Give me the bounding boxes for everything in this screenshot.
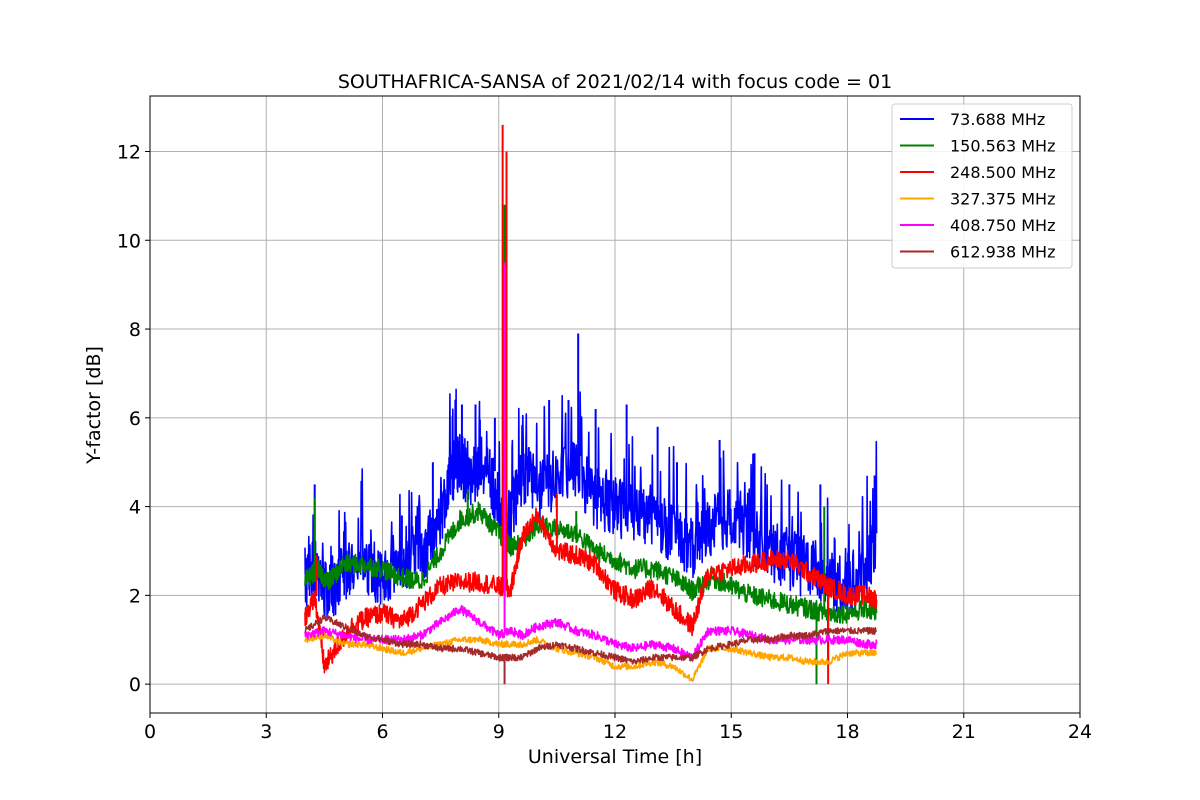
x-tick-label: 15 [719, 721, 743, 743]
y-tick-label: 12 [117, 141, 141, 163]
y-tick-label: 0 [129, 674, 141, 696]
series-line [304, 501, 878, 624]
x-tick-label: 0 [144, 721, 156, 743]
y-tick-label: 2 [129, 585, 141, 607]
series-line [304, 614, 878, 665]
y-tick-label: 10 [117, 230, 141, 252]
x-tick-label: 9 [493, 721, 505, 743]
x-axis-label: Universal Time [h] [528, 746, 702, 768]
y-tick-label: 6 [129, 408, 141, 430]
legend-entry: 150.563 MHz [950, 137, 1055, 156]
x-tick-label: 18 [835, 721, 859, 743]
legend-entry: 612.938 MHz [950, 243, 1055, 262]
legend-entry: 408.750 MHz [950, 216, 1055, 235]
x-tick-label: 24 [1068, 721, 1092, 743]
y-tick-label: 4 [129, 497, 141, 519]
x-tick-label: 12 [603, 721, 627, 743]
chart-title: SOUTHAFRICA-SANSA of 2021/02/14 with foc… [338, 71, 892, 93]
series-layer [304, 124, 878, 685]
x-tick-label: 6 [376, 721, 388, 743]
series-line [304, 507, 878, 674]
legend: 73.688 MHz 150.563 MHz 248.500 MHz 327.375 … [891, 103, 1073, 269]
x-tick-label: 21 [952, 721, 976, 743]
y-tick-label: 8 [129, 319, 141, 341]
legend-entry: 248.500 MHz [950, 163, 1055, 182]
y-axis-label: Y-factor [dB] [83, 346, 105, 465]
x-tick-label: 3 [260, 721, 272, 743]
legend-box [891, 103, 1073, 269]
legend-entry: 73.688 MHz [950, 110, 1045, 129]
legend-entry: 327.375 MHz [950, 190, 1055, 209]
